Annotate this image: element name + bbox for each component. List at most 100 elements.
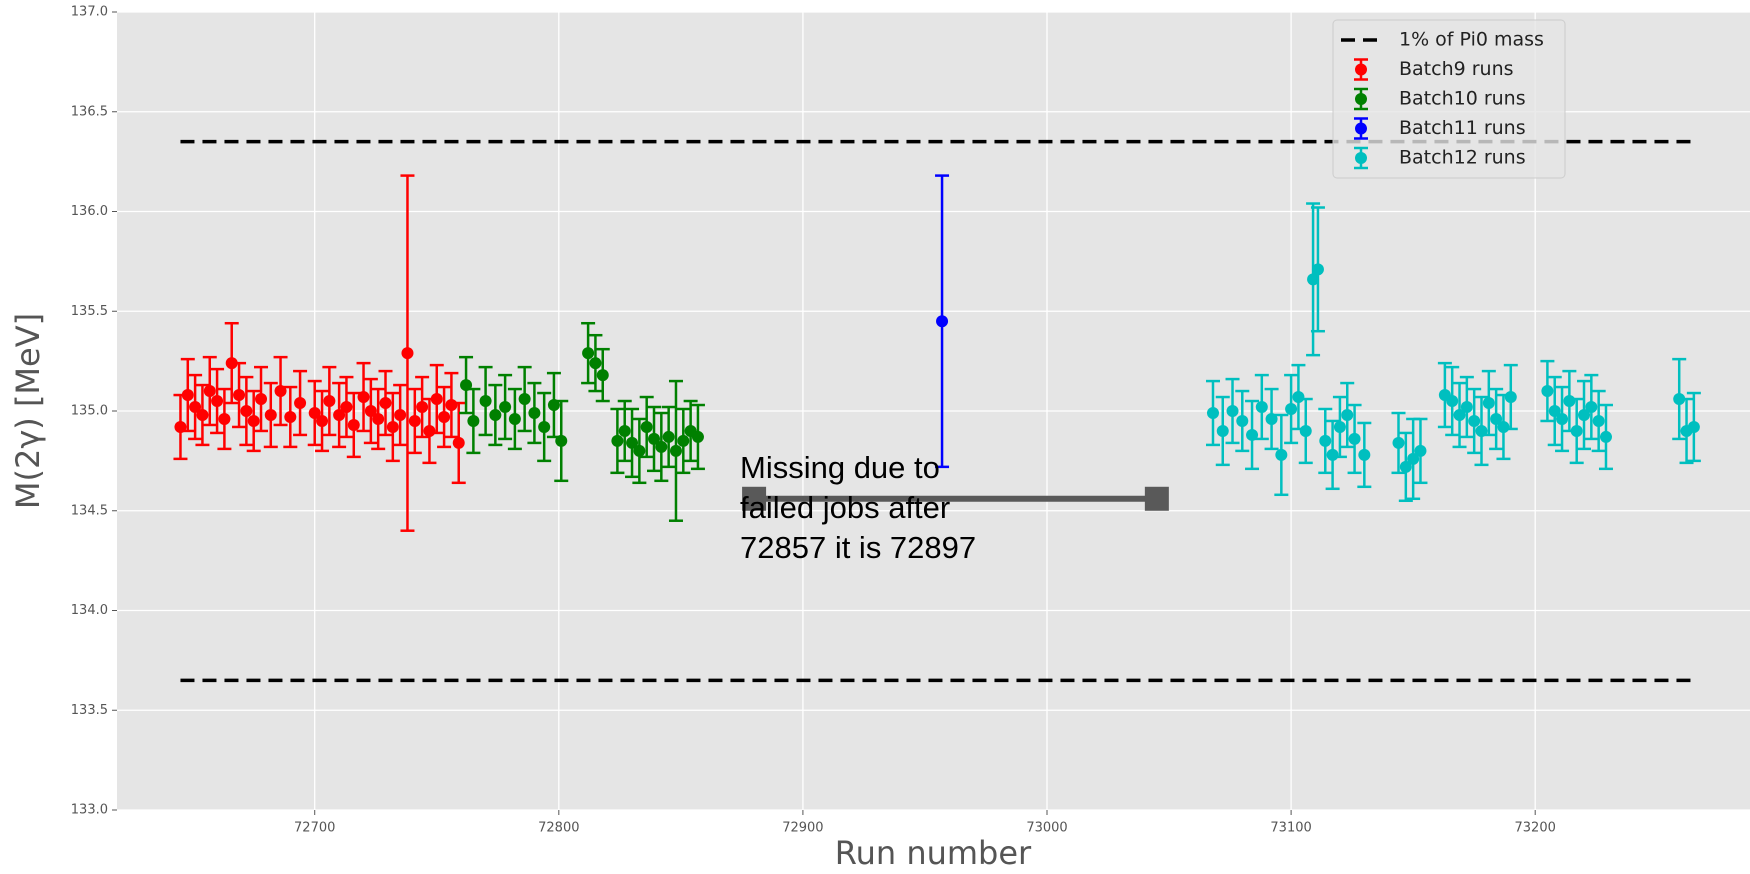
annotation-end (742, 486, 767, 511)
legend-marker (1355, 93, 1367, 105)
point (1468, 414, 1481, 427)
point (1285, 403, 1298, 416)
legend-label: Batch9 runs (1399, 58, 1514, 80)
point (364, 405, 377, 417)
point (1497, 420, 1510, 433)
point (677, 434, 690, 447)
point (596, 369, 609, 382)
point (1206, 406, 1219, 419)
point (1673, 393, 1686, 406)
point (1392, 436, 1405, 449)
point (1333, 420, 1346, 433)
point (1358, 448, 1371, 461)
point (445, 399, 458, 412)
legend-marker (1355, 63, 1367, 76)
point (203, 385, 216, 398)
point (1307, 273, 1320, 286)
legend-label: Batch11 runs (1399, 117, 1526, 139)
x-tick-label: 73000 (1026, 821, 1067, 836)
y-tick-label: 136.0 (71, 204, 108, 219)
point (1556, 412, 1569, 425)
point (1578, 408, 1591, 421)
point (408, 414, 421, 427)
point (1563, 395, 1576, 408)
point (284, 410, 297, 423)
point (479, 395, 492, 408)
point (1236, 414, 1249, 427)
point (538, 420, 551, 433)
x-tick-label: 73100 (1270, 821, 1311, 836)
point (416, 401, 429, 414)
point (1592, 414, 1605, 427)
point (247, 414, 260, 427)
point (1453, 408, 1466, 421)
point (467, 414, 480, 427)
point (1490, 412, 1503, 425)
point (1687, 420, 1700, 433)
point (1460, 401, 1473, 414)
point (508, 412, 521, 425)
y-tick-label: 133.0 (71, 803, 108, 818)
point (189, 401, 202, 414)
point (1446, 395, 1459, 408)
y-tick-label: 133.5 (71, 703, 108, 718)
point (438, 410, 451, 423)
x-tick-label: 72800 (538, 821, 579, 836)
annotation-end (1144, 486, 1169, 511)
legend-marker (1355, 152, 1367, 164)
point (1504, 391, 1517, 404)
point (648, 432, 661, 445)
point (294, 397, 307, 410)
y-tick-label: 137.0 (71, 5, 108, 20)
point (518, 393, 531, 406)
point (264, 408, 277, 421)
point (240, 405, 253, 417)
x-tick-label: 72700 (294, 821, 335, 836)
point (936, 315, 949, 328)
point (1292, 391, 1305, 404)
legend-marker (1355, 122, 1367, 135)
point (1311, 263, 1324, 276)
y-tick-label: 136.5 (71, 104, 108, 119)
point (1548, 405, 1561, 417)
point (1255, 401, 1268, 414)
legend-box (1332, 19, 1566, 179)
point (430, 393, 443, 406)
point (555, 434, 568, 447)
point (323, 395, 336, 408)
point (316, 414, 329, 427)
point (211, 395, 224, 408)
x-tick-label: 73200 (1515, 821, 1556, 836)
y-tick-label: 134.5 (71, 503, 108, 518)
point (1299, 424, 1312, 437)
point (196, 408, 209, 421)
point (582, 347, 595, 360)
point (225, 357, 238, 370)
point (640, 420, 653, 433)
legend-label: 1% of Pi0 mass (1399, 29, 1544, 51)
point (1541, 385, 1554, 398)
point (1482, 397, 1495, 410)
series (173, 174, 466, 532)
series (459, 321, 705, 522)
point (1326, 448, 1339, 461)
point (1319, 434, 1332, 447)
y-axis-label: M(2γ) [MeV] (9, 313, 47, 509)
point (357, 391, 370, 404)
series (1205, 202, 1701, 503)
point (1414, 444, 1427, 457)
point (691, 430, 704, 443)
point (669, 444, 682, 457)
point (489, 408, 502, 421)
x-axis-label: Run number (835, 834, 1032, 872)
point (528, 406, 541, 419)
y-tick-label: 135.5 (71, 304, 108, 319)
point (394, 408, 407, 421)
point (347, 418, 360, 431)
point (233, 389, 246, 402)
x-tick-label: 72900 (782, 821, 823, 836)
y-tick-label: 134.0 (71, 603, 108, 618)
point (655, 440, 668, 453)
point (1585, 401, 1598, 414)
